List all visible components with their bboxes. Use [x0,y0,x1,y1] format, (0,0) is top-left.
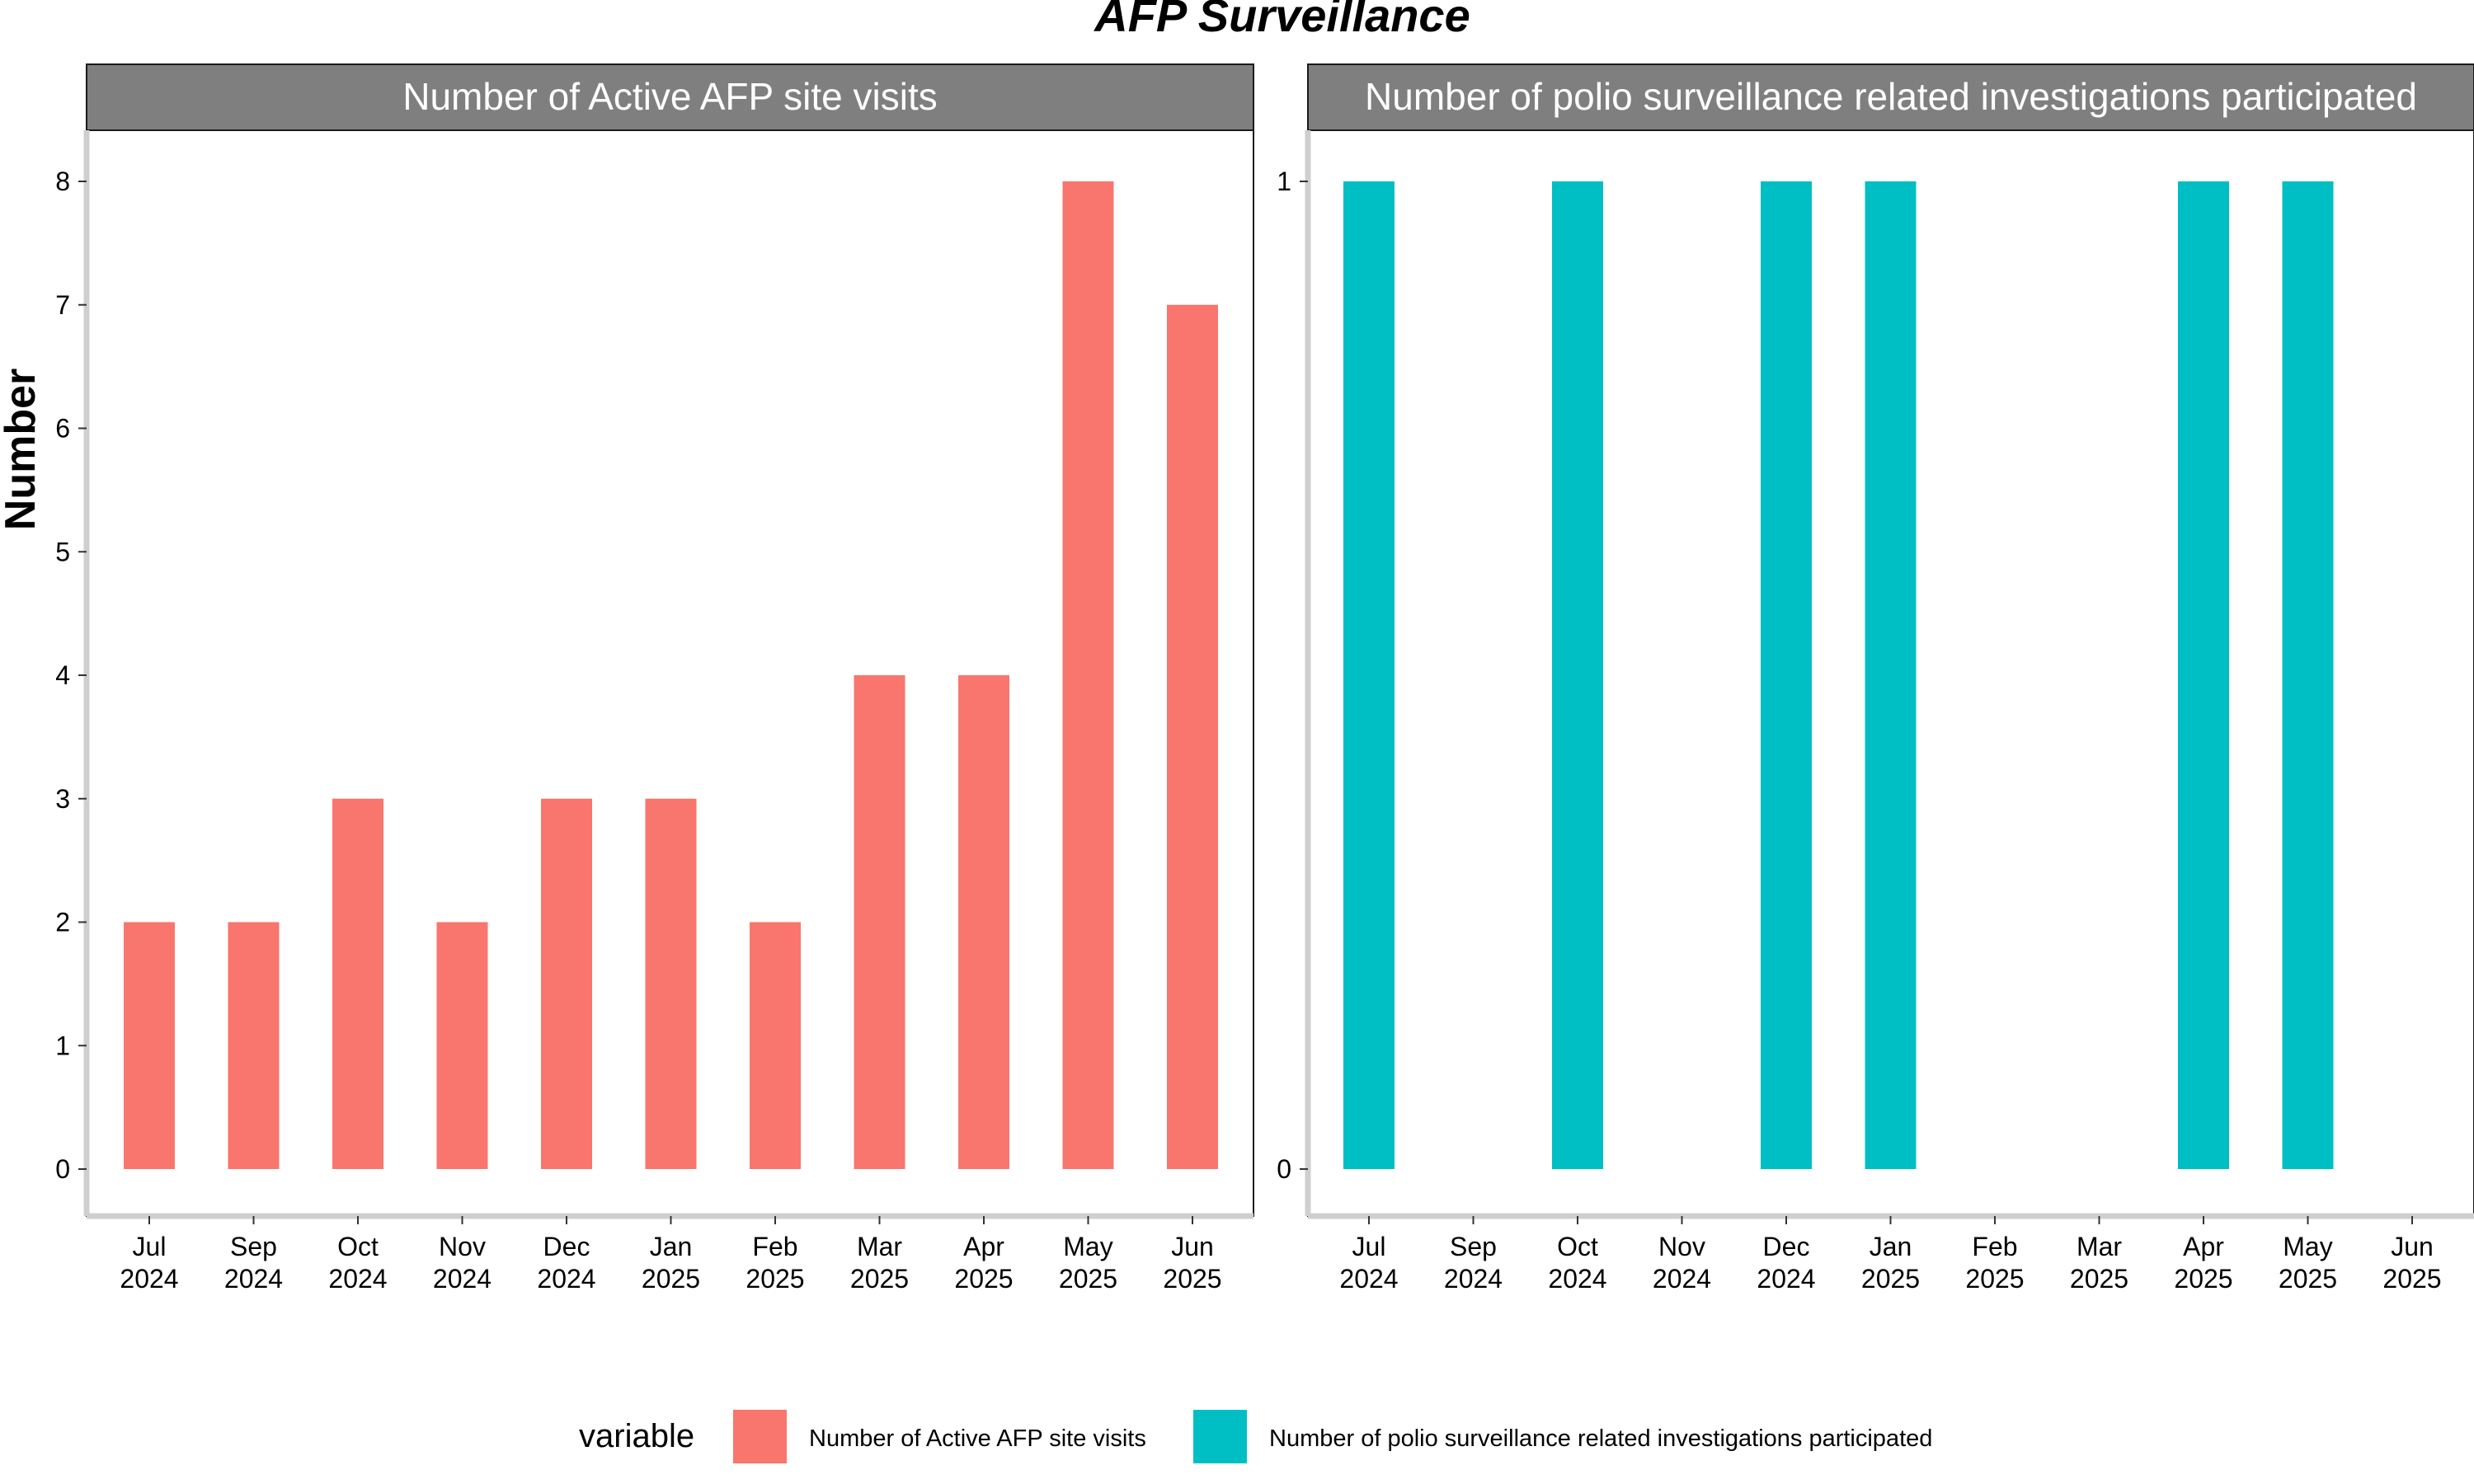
x-tick-label-year: 2024 [1757,1264,1815,1294]
x-tick-label-year: 2024 [224,1264,283,1294]
x-tick-label-month: Dec [543,1232,590,1261]
y-tick-label: 2 [55,908,70,937]
x-tick-label-month: May [1063,1232,1112,1261]
x-tick-label-year: 2025 [1861,1264,1920,1294]
x-tick-label-month: Jan [650,1232,693,1261]
y-axis-label: Number [0,369,45,530]
y-tick-label: 7 [55,290,70,320]
x-tick-label-month: Dec [1763,1232,1810,1261]
x-tick-label-month: Jan [1870,1232,1912,1261]
x-tick-label-year: 2025 [2070,1264,2128,1294]
x-tick-label-month: Mar [857,1232,902,1261]
x-tick-label-month: Feb [752,1232,797,1261]
bar-series [124,181,1218,1169]
bar [124,922,175,1169]
x-tick-label-month: Sep [230,1232,277,1261]
x-tick-label-year: 2025 [2279,1264,2337,1294]
x-tick-label-month: May [2283,1232,2332,1261]
y-tick-label: 4 [55,660,70,690]
y-tick-label: 1 [1277,167,1291,196]
y-tick-label: 0 [1277,1154,1291,1184]
bar [2282,181,2334,1169]
x-tick-label-year: 2024 [1548,1264,1606,1294]
bar [958,675,1009,1169]
x-tick-label-month: Mar [2077,1232,2122,1261]
legend-swatch [733,1410,787,1463]
x-tick-label-month: Jun [2391,1232,2434,1261]
x-tick-label-year: 2024 [1339,1264,1398,1294]
x-tick-label-year: 2024 [433,1264,492,1294]
x-tick-label-year: 2025 [642,1264,700,1294]
legend-label: Number of polio surveillance related inv… [1269,1425,1932,1452]
x-tick-label-year: 2024 [328,1264,387,1294]
bar [1167,304,1218,1169]
panel-1: Number of Active AFP site visits 0 1 2 3 4 5 6 7… [55,63,1254,1294]
x-tick-label-year: 2025 [1163,1264,1221,1294]
bar [228,922,280,1169]
bar [1761,181,1812,1169]
bar [1062,181,1114,1169]
bar [854,675,905,1169]
x-tick-label-month: Jul [1352,1232,1386,1261]
bar [645,798,697,1169]
x-tick-label-year: 2024 [1444,1264,1503,1294]
x-tick-label-month: Feb [1972,1232,2017,1261]
x-tick-label-month: Jul [133,1232,167,1261]
panel-strip [1307,63,2474,131]
legend-title: variable [579,1418,694,1454]
x-tick-label-year: 2025 [2382,1264,2441,1294]
bar [1865,181,1917,1169]
x-tick-label-month: Jun [1171,1232,1214,1261]
legend-swatch [1193,1410,1247,1463]
x-tick-label-month: Sep [1450,1232,1497,1261]
y-tick-label: 8 [55,167,70,196]
panel-strip [86,63,1254,131]
x-tick-label-year: 2024 [537,1264,595,1294]
panel-2: Number of polio surveillance related inv… [1277,63,2474,1294]
x-tick-label-year: 2025 [2174,1264,2232,1294]
x-tick-label-month: Oct [1557,1232,1598,1261]
x-tick-label-year: 2025 [1965,1264,2024,1294]
bar [332,798,383,1169]
x-tick-label-year: 2025 [954,1264,1013,1294]
panels-layer: Number of Active AFP site visits 0 1 2 3 4 5 6 7… [55,63,2474,1294]
x-tick-label-year: 2025 [1059,1264,1117,1294]
x-tick-label-month: Apr [2183,1232,2224,1261]
x-tick-label-month: Nov [439,1232,486,1261]
legend-label: Number of Active AFP site visits [809,1425,1146,1452]
panel-strip-label: Number of polio surveillance related inv… [1365,75,2417,118]
bar [541,798,592,1169]
y-tick-label: 0 [55,1154,70,1184]
bar [1552,181,1603,1169]
panel-strip-label: Number of Active AFP site visits [402,75,938,118]
y-tick-label: 3 [55,784,70,814]
y-tick-label: 6 [55,414,70,444]
bar-series [1343,181,2334,1169]
bar [1343,181,1395,1169]
x-tick-label-year: 2024 [1653,1264,1711,1294]
y-tick-label: 1 [55,1031,70,1060]
bar [2178,181,2229,1169]
bar [436,922,488,1169]
bar [750,922,801,1169]
chart-title: AFP Surveillance [1093,0,1470,41]
x-tick-label-year: 2024 [120,1264,178,1294]
legend: variable Number of Active AFP site visits… [579,1410,1932,1463]
x-tick-label-month: Apr [963,1232,1004,1261]
x-tick-label-month: Oct [337,1232,379,1261]
x-tick-label-year: 2025 [850,1264,909,1294]
y-tick-label: 5 [55,537,70,566]
x-tick-label-month: Nov [1658,1232,1705,1261]
x-tick-label-year: 2025 [745,1264,804,1294]
